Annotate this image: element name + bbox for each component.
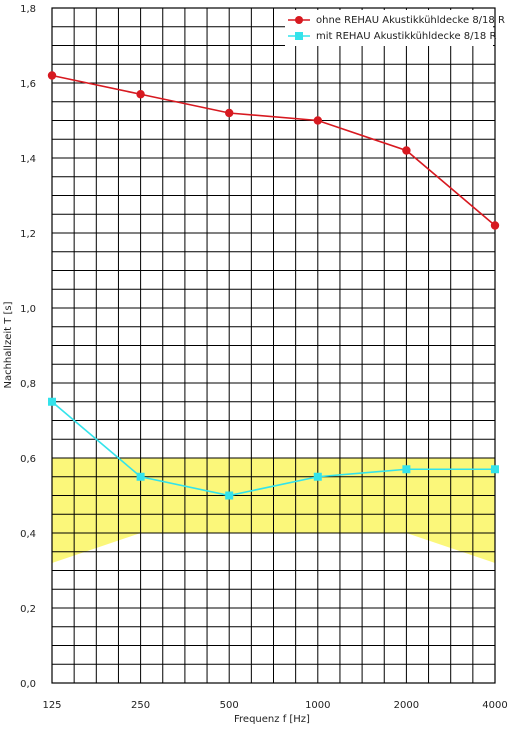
grid-layer <box>52 8 495 683</box>
data-point-0 <box>47 71 57 80</box>
x-axis-label: Frequenz f [Hz] <box>234 714 310 725</box>
data-point-1 <box>136 472 145 481</box>
y-tick-label: 1,6 <box>20 79 36 90</box>
legend: ohne REHAU Akustikkühldecke 8/18 R mit R… <box>285 10 505 46</box>
data-point-0 <box>136 90 145 99</box>
data-point-0 <box>490 221 500 230</box>
y-tick-label: 0,2 <box>20 604 36 615</box>
y-tick-label: 0,0 <box>20 679 36 690</box>
data-point-1 <box>48 397 56 406</box>
y-tick-label: 0,8 <box>20 379 36 390</box>
y-tick-label: 0,4 <box>20 529 36 540</box>
x-tick-label: 2000 <box>394 700 419 711</box>
data-point-1 <box>225 491 234 500</box>
plot-frame <box>51 7 496 684</box>
legend-marker-mit <box>295 32 303 40</box>
y-tick-label: 1,4 <box>20 154 36 165</box>
x-tick-label: 250 <box>131 700 150 711</box>
data-point-0 <box>225 108 234 118</box>
x-tick-label: 125 <box>42 700 61 711</box>
data-point-1 <box>491 465 499 474</box>
series-line-1 <box>51 401 495 497</box>
series-layer <box>47 71 500 500</box>
legend-label-ohne: ohne REHAU Akustikkühldecke 8/18 R <box>316 15 505 26</box>
tick-labels-layer: 0,0 0,2 0,4 0,6 0,8 1,0 1,2 1,4 1,6 1,8 125 250 500 1… <box>20 4 508 711</box>
data-point-0 <box>313 116 322 125</box>
series-line-0 <box>51 74 496 227</box>
data-point-1 <box>402 465 411 474</box>
y-axis-label: Nachhallzeit T [s] <box>3 301 14 388</box>
legend-label-mit: mit REHAU Akustikkühldecke 8/18 R <box>316 31 496 42</box>
y-tick-label: 1,8 <box>20 4 36 15</box>
data-point-1 <box>313 472 322 481</box>
x-tick-label: 4000 <box>482 700 507 711</box>
y-tick-label: 1,2 <box>20 229 36 240</box>
x-tick-label: 500 <box>220 700 239 711</box>
plot-frame-layer <box>51 7 496 684</box>
legend-marker-ohne <box>295 16 303 24</box>
y-tick-label: 1,0 <box>20 304 36 315</box>
data-point-0 <box>402 146 411 155</box>
y-tick-label: 0,6 <box>20 454 36 465</box>
legend-box <box>285 10 493 46</box>
x-tick-label: 1000 <box>305 700 330 711</box>
